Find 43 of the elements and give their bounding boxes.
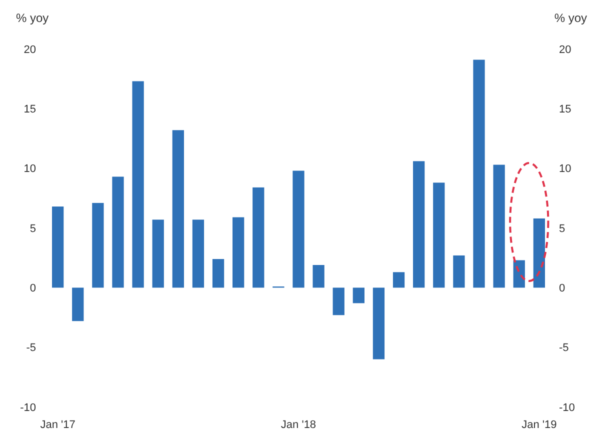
- bar: [413, 161, 425, 288]
- x-tick-label: Jan '17: [40, 419, 76, 431]
- bar: [252, 187, 264, 288]
- y-tick-label: 10: [24, 163, 36, 176]
- y-tick-label: 0: [30, 282, 36, 295]
- y2-tick-label: 15: [559, 104, 572, 116]
- bar: [312, 264, 324, 288]
- x-tick-label: Jan '18: [280, 419, 316, 431]
- bar: [352, 288, 364, 304]
- bar: [92, 202, 104, 288]
- bar: [132, 81, 144, 288]
- bar: [72, 288, 84, 322]
- bar: [392, 272, 405, 288]
- bar: [473, 60, 485, 288]
- y2-tick-label: 5: [559, 222, 566, 235]
- y2-tick-label: -5: [559, 342, 569, 354]
- bar: [292, 170, 304, 288]
- y2-tick-label: 10: [559, 163, 572, 176]
- y2-axis-title: % yoy: [554, 11, 587, 25]
- bar: [433, 182, 445, 288]
- bar: [372, 288, 385, 360]
- y2-tick-label: 0: [559, 282, 566, 295]
- x-tick-label: Jan '19: [522, 419, 557, 431]
- y-tick-label: 5: [30, 222, 36, 235]
- y-tick-label: 15: [24, 104, 36, 116]
- bar: [112, 176, 124, 288]
- bar: [533, 218, 545, 288]
- y-tick-label: 20: [24, 44, 36, 56]
- y-axis-title: % yoy: [16, 11, 49, 25]
- y-tick-label: -10: [20, 402, 36, 414]
- bar: [152, 220, 164, 288]
- y2-tick-label: 20: [559, 44, 572, 56]
- y-tick-label: -5: [26, 342, 36, 354]
- y2-tick-label: -10: [559, 402, 575, 414]
- bar: [453, 255, 465, 288]
- bar: [332, 288, 344, 316]
- bar: [493, 164, 505, 288]
- bar: [172, 130, 184, 288]
- bar: [212, 259, 224, 288]
- bar: [232, 217, 244, 288]
- bar: [513, 260, 525, 288]
- bar: [52, 206, 64, 288]
- bar: [192, 220, 204, 288]
